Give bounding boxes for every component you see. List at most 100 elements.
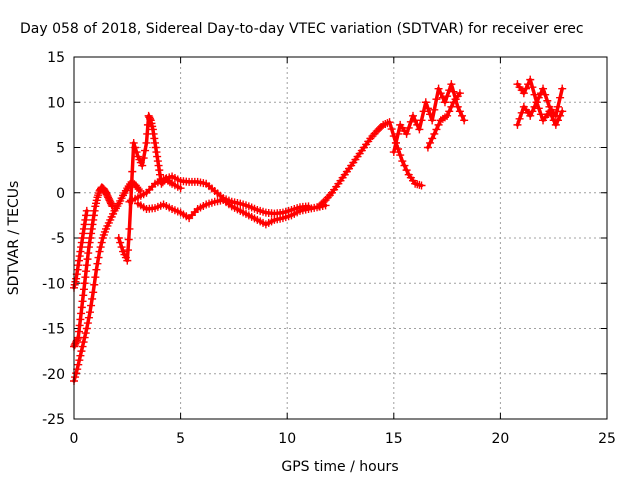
data-point (72, 274, 81, 283)
data-point (152, 148, 161, 157)
data-point (445, 86, 454, 95)
data-point (417, 116, 426, 125)
series-trace-early-low (70, 177, 145, 385)
data-point (76, 315, 85, 324)
x-tick-label: 10 (278, 431, 296, 447)
data-point (515, 114, 524, 123)
data-point (400, 161, 409, 170)
data-point (521, 84, 530, 93)
data-point (75, 321, 84, 330)
data-point (72, 369, 81, 378)
data-point (513, 120, 522, 129)
data-point (78, 342, 87, 351)
data-point (406, 117, 415, 126)
data-point (116, 238, 125, 247)
data-point (131, 143, 140, 152)
data-point (155, 166, 164, 175)
data-point (124, 235, 133, 244)
data-point (81, 273, 90, 282)
data-point (558, 84, 567, 93)
data-point (460, 116, 469, 125)
data-point (82, 206, 91, 215)
x-tick-label: 0 (70, 431, 79, 447)
data-point (445, 107, 454, 116)
data-point (79, 291, 88, 300)
data-point (79, 285, 88, 294)
y-tick-label: 0 (56, 186, 65, 202)
data-point (74, 261, 83, 270)
data-point (97, 238, 106, 247)
data-point (526, 75, 535, 84)
data-point (85, 308, 94, 317)
y-tick-label: -10 (42, 276, 65, 292)
data-point (398, 157, 407, 166)
data-point (526, 111, 535, 120)
data-point (394, 129, 403, 138)
y-axis-label: SDTVAR / TECUs (6, 181, 22, 296)
data-point (123, 256, 132, 265)
data-point (93, 259, 102, 268)
data-point (530, 90, 539, 99)
data-point (443, 111, 452, 120)
y-tick-label: 15 (47, 50, 65, 66)
data-point (92, 265, 101, 274)
data-point (86, 234, 95, 242)
data-point (90, 280, 99, 289)
data-point (83, 255, 92, 264)
x-tick-label: 5 (176, 431, 185, 447)
data-point (128, 167, 137, 176)
data-point (402, 166, 411, 175)
data-point (73, 335, 82, 344)
x-tick-label: 20 (491, 431, 509, 447)
series-trace-late-cluster (389, 80, 469, 157)
data-point (426, 110, 435, 119)
y-tick-label: -5 (51, 231, 65, 247)
series-trace-band-upper (125, 172, 313, 218)
data-point (551, 120, 560, 129)
data-point (421, 98, 430, 107)
series-trace-late-cluster-2 (423, 89, 464, 152)
y-tick-label: -15 (42, 322, 65, 338)
data-point (142, 138, 151, 147)
data-point (426, 138, 435, 147)
data-point (432, 95, 441, 104)
data-point (528, 107, 537, 116)
data-point (96, 243, 105, 252)
data-point (129, 138, 138, 147)
data-point (387, 125, 396, 134)
x-tick-label: 25 (598, 431, 616, 447)
data-point (73, 265, 82, 274)
data-point (117, 243, 126, 252)
y-tick-label: 10 (47, 95, 65, 111)
data-point (396, 151, 405, 160)
series-trace-spike (114, 111, 185, 265)
data-point (79, 229, 88, 238)
data-point (84, 249, 93, 258)
data-point (74, 333, 83, 342)
data-point (519, 89, 528, 98)
data-point (85, 238, 94, 247)
data-point (83, 319, 92, 328)
y-tick-label: 5 (56, 141, 65, 157)
data-point (76, 351, 85, 360)
data-point (81, 215, 90, 224)
data-point (423, 143, 432, 152)
data-point (447, 80, 456, 89)
data-point (81, 329, 90, 338)
data-point (151, 143, 160, 152)
data-point (553, 102, 562, 111)
data-point (82, 324, 91, 333)
data-point (155, 170, 164, 179)
data-point (79, 224, 88, 233)
grid-lines (74, 57, 607, 419)
chart-title: Day 058 of 2018, Sidereal Day-to-day VTE… (20, 21, 584, 37)
data-point (143, 120, 152, 129)
data-point (77, 347, 86, 356)
series-trace-end-cluster-2 (513, 98, 567, 129)
data-point (432, 125, 441, 134)
data-point (124, 246, 133, 255)
data-point (553, 116, 562, 125)
data-point (545, 107, 554, 116)
series-trace (515, 100, 564, 127)
data-point (430, 129, 439, 138)
